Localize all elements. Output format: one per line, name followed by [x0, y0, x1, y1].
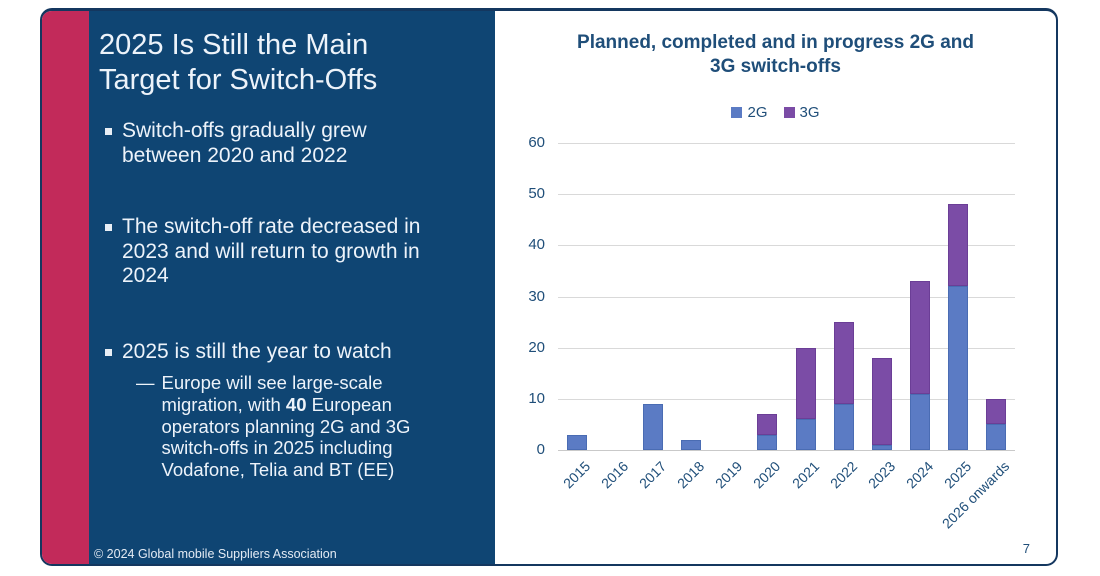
- bar-segment-2g: [947, 286, 968, 450]
- legend-item-2g: 2G: [731, 104, 768, 121]
- copyright-footer: © 2024 Global mobile Suppliers Associati…: [94, 547, 337, 561]
- bullet-text: Switch-offs gradually grew between 2020 …: [122, 119, 367, 167]
- bar-segment-2g: [795, 419, 816, 450]
- sub-bullet-suffix: European operators planning 2G and 3G sw…: [161, 393, 411, 481]
- sub-bullet-prefix: Europe will see large-scale migration, w…: [161, 372, 383, 415]
- bar-segment-3g: [833, 322, 854, 404]
- left-text-panel: 2025 Is Still the Main Target for Switch…: [89, 11, 495, 564]
- bar-segment-2g: [567, 434, 588, 450]
- bar-segment-2g: [643, 403, 664, 450]
- bullet-square-icon: [105, 349, 112, 356]
- gridline: [558, 347, 1015, 349]
- plot-area: 0 10 20 30 40 50 60 2015 2016 2017 2018 2019 2020 202…: [528, 134, 1015, 532]
- bar-segment-3g: [985, 398, 1006, 425]
- gridline: [558, 296, 1015, 298]
- dash-marker: —: [136, 372, 155, 393]
- bar-segment-2g: [833, 403, 854, 450]
- sub-bullet-text: Europe will see large-scale migration, w…: [162, 372, 434, 481]
- gridline: [558, 245, 1015, 247]
- gridline: [558, 143, 1015, 144]
- y-axis-label: 10: [528, 389, 545, 407]
- bullet-item: 2025 is still the year to watch: [105, 340, 442, 365]
- bar-segment-2g: [871, 444, 892, 450]
- bar-segment-2g: [681, 439, 702, 450]
- legend-label-3g: 3G: [799, 104, 820, 121]
- y-axis-label: 0: [536, 441, 545, 458]
- bar-segment-2g: [909, 393, 930, 450]
- bullet-square-icon: [105, 128, 112, 135]
- bullet-item: The switch-off rate decreased in 2023 an…: [105, 215, 442, 289]
- legend-label-2g: 2G: [747, 104, 768, 121]
- gridline: [558, 194, 1015, 196]
- legend-swatch-3g-icon: [783, 107, 795, 118]
- sub-bullet-bold-number: 40: [285, 393, 307, 415]
- bar-segment-2g: [757, 434, 778, 450]
- bar-segment-3g: [871, 357, 892, 445]
- page-number: 7: [1022, 541, 1030, 556]
- bar-segment-3g: [795, 347, 816, 420]
- sub-bullet-item: — Europe will see large-scale migration,…: [136, 372, 434, 481]
- slide-card: 2025 Is Still the Main Target for Switch…: [40, 8, 1058, 566]
- y-axis-label: 20: [528, 338, 545, 356]
- bar-segment-2g: [985, 424, 1006, 450]
- y-axis-label: 60: [528, 134, 545, 151]
- bar-segment-3g: [909, 281, 930, 394]
- gridline: [558, 450, 1015, 451]
- slide-title: 2025 Is Still the Main Target for Switch…: [99, 29, 378, 97]
- bullet-item: Switch-offs gradually grew between 2020 …: [105, 119, 442, 168]
- chart-region: Planned, completed and in progress 2G an…: [495, 11, 1056, 564]
- gridline: [558, 398, 1015, 400]
- legend-item-3g: 3G: [783, 104, 820, 121]
- legend-swatch-2g-icon: [731, 107, 743, 118]
- bullet-text: 2025 is still the year to watch: [122, 340, 392, 363]
- bullet-square-icon: [105, 224, 112, 231]
- bullet-text: The switch-off rate decreased in 2023 an…: [122, 215, 421, 288]
- y-axis-label: 40: [528, 236, 545, 254]
- chart-legend: 2G 3G: [495, 104, 1056, 121]
- left-accent-stripe: [42, 11, 89, 564]
- y-axis-label: 50: [528, 185, 545, 203]
- chart-title: Planned, completed and in progress 2G an…: [577, 32, 974, 77]
- bar-segment-3g: [947, 204, 968, 287]
- bar-segment-3g: [757, 414, 778, 435]
- y-axis-label: 30: [528, 287, 545, 305]
